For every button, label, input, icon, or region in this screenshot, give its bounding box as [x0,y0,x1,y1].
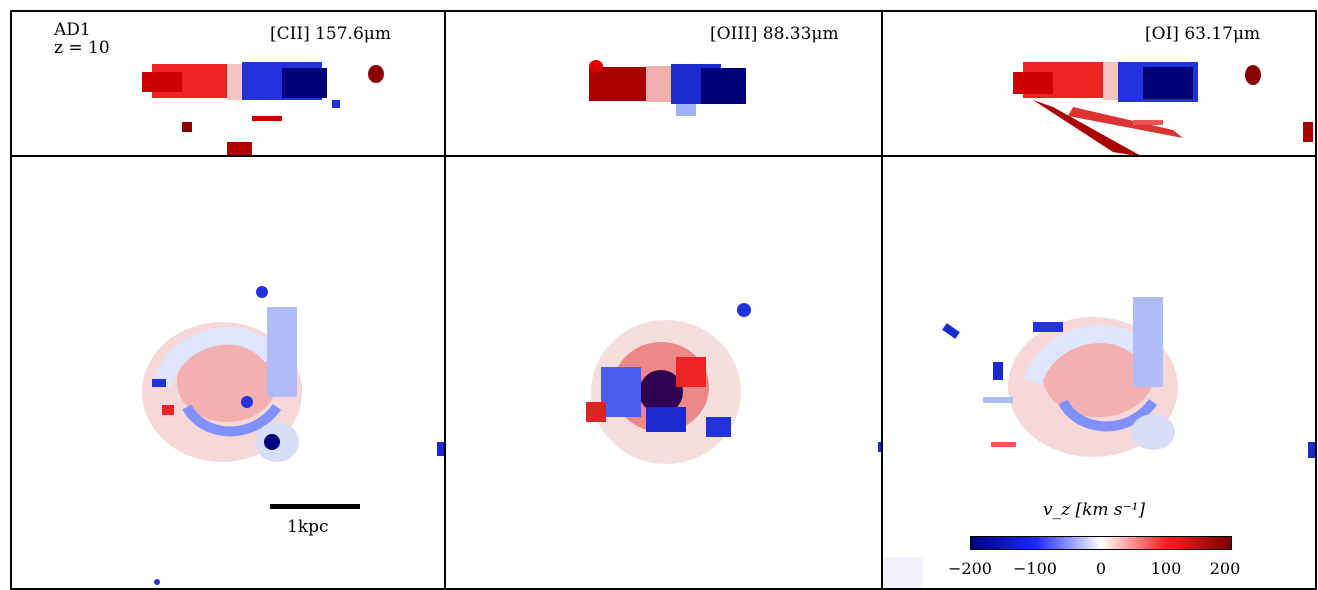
colorbar [970,536,1232,550]
panel-oi-face-on: v_z [km s⁻¹] −200 −100 0 100 200 [881,155,1317,590]
colorbar-label: v_z [km s⁻¹] [1043,500,1146,520]
oi-line-label: [OI] 63.17μm [1145,24,1261,44]
scale-bar-label: 1kpc [287,517,329,537]
model-name: AD1 [54,20,91,40]
colorbar-tick-100: 100 [1150,559,1182,578]
scale-bar [270,504,360,509]
redshift-label: z = 10 [54,38,110,58]
colorbar-tick-0: 0 [1095,559,1107,578]
cii-edge-on-map [142,62,384,155]
panel-oi-edge-on: [OI] 63.17μm [881,10,1317,157]
oiii-edge-on-map [589,60,746,116]
colorbar-tick-neg200: −200 [948,559,992,578]
oiii-line-label: [OIII] 88.33μm [710,24,839,44]
oi-face-on-map [883,297,1315,588]
colorbar-tick-200: 200 [1209,559,1241,578]
figure: AD1 z = 10 [CII] 157.6μm [OIII] 88.33μm [10,10,1317,590]
cii-face-on-map [142,286,444,585]
colorbar-tick-neg100: −100 [1013,559,1057,578]
oiii-face-on-map [586,303,881,464]
colorbar-ticks: −200 −100 0 100 200 [948,559,1240,579]
cii-line-label: [CII] 157.6μm [270,24,391,44]
panel-cii-edge-on: AD1 z = 10 [CII] 157.6μm [10,10,446,157]
oi-edge-on-map [1013,62,1313,155]
panel-oiii-face-on [444,155,883,590]
panel-oiii-edge-on: [OIII] 88.33μm [444,10,883,157]
panel-cii-face-on: 1kpc [10,155,446,590]
